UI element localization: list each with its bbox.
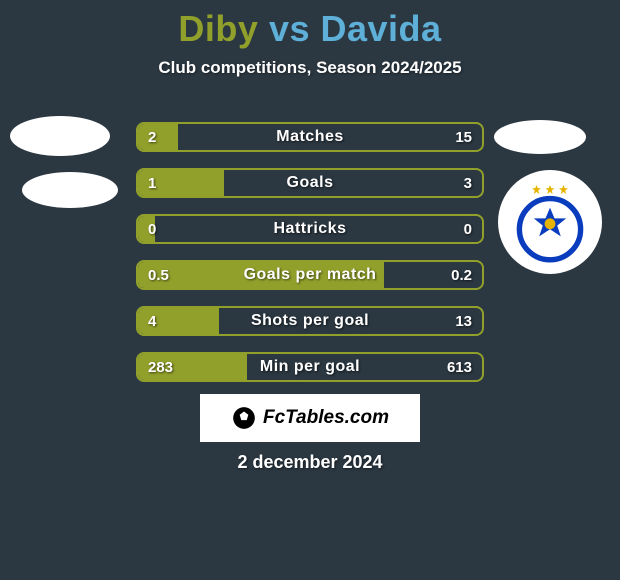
brand-text: FcTables.com [263,407,389,429]
brand-badge: FcTables.com [200,394,420,442]
stat-value-right: 613 [447,354,472,380]
club-badge [498,170,602,274]
vs-separator: vs [269,8,310,49]
stat-row: 1Goals3 [136,168,484,198]
stat-row: 0.5Goals per match0.2 [136,260,484,290]
player-right-name: Davida [321,8,442,49]
player-left-name: Diby [178,8,258,49]
stat-value-right: 13 [455,308,472,334]
stat-label: Hattricks [138,216,482,242]
stat-label: Goals [138,170,482,196]
stat-label: Goals per match [138,262,482,288]
stat-bars: 2Matches15 1Goals3 0Hattricks0 0.5Goals per… [136,122,484,398]
stat-value-right: 0.2 [451,262,472,288]
stat-value-right: 15 [455,124,472,150]
stat-row: 4Shots per goal13 [136,306,484,336]
stat-label: Min per goal [138,354,482,380]
club-badge-icon [505,177,595,267]
player-left-avatar-2 [22,172,118,208]
season-subtitle: Club competitions, Season 2024/2025 [0,58,620,78]
snapshot-date: 2 december 2024 [0,452,620,473]
soccer-ball-icon [231,405,257,431]
stat-value-right: 3 [464,170,472,196]
comparison-title: Diby vs Davida [0,0,620,50]
stat-label: Matches [138,124,482,150]
stat-row: 283Min per goal613 [136,352,484,382]
player-left-avatar-1 [10,116,110,156]
stat-value-right: 0 [464,216,472,242]
stat-row: 0Hattricks0 [136,214,484,244]
stat-label: Shots per goal [138,308,482,334]
stat-row: 2Matches15 [136,122,484,152]
player-right-avatar [494,120,586,154]
